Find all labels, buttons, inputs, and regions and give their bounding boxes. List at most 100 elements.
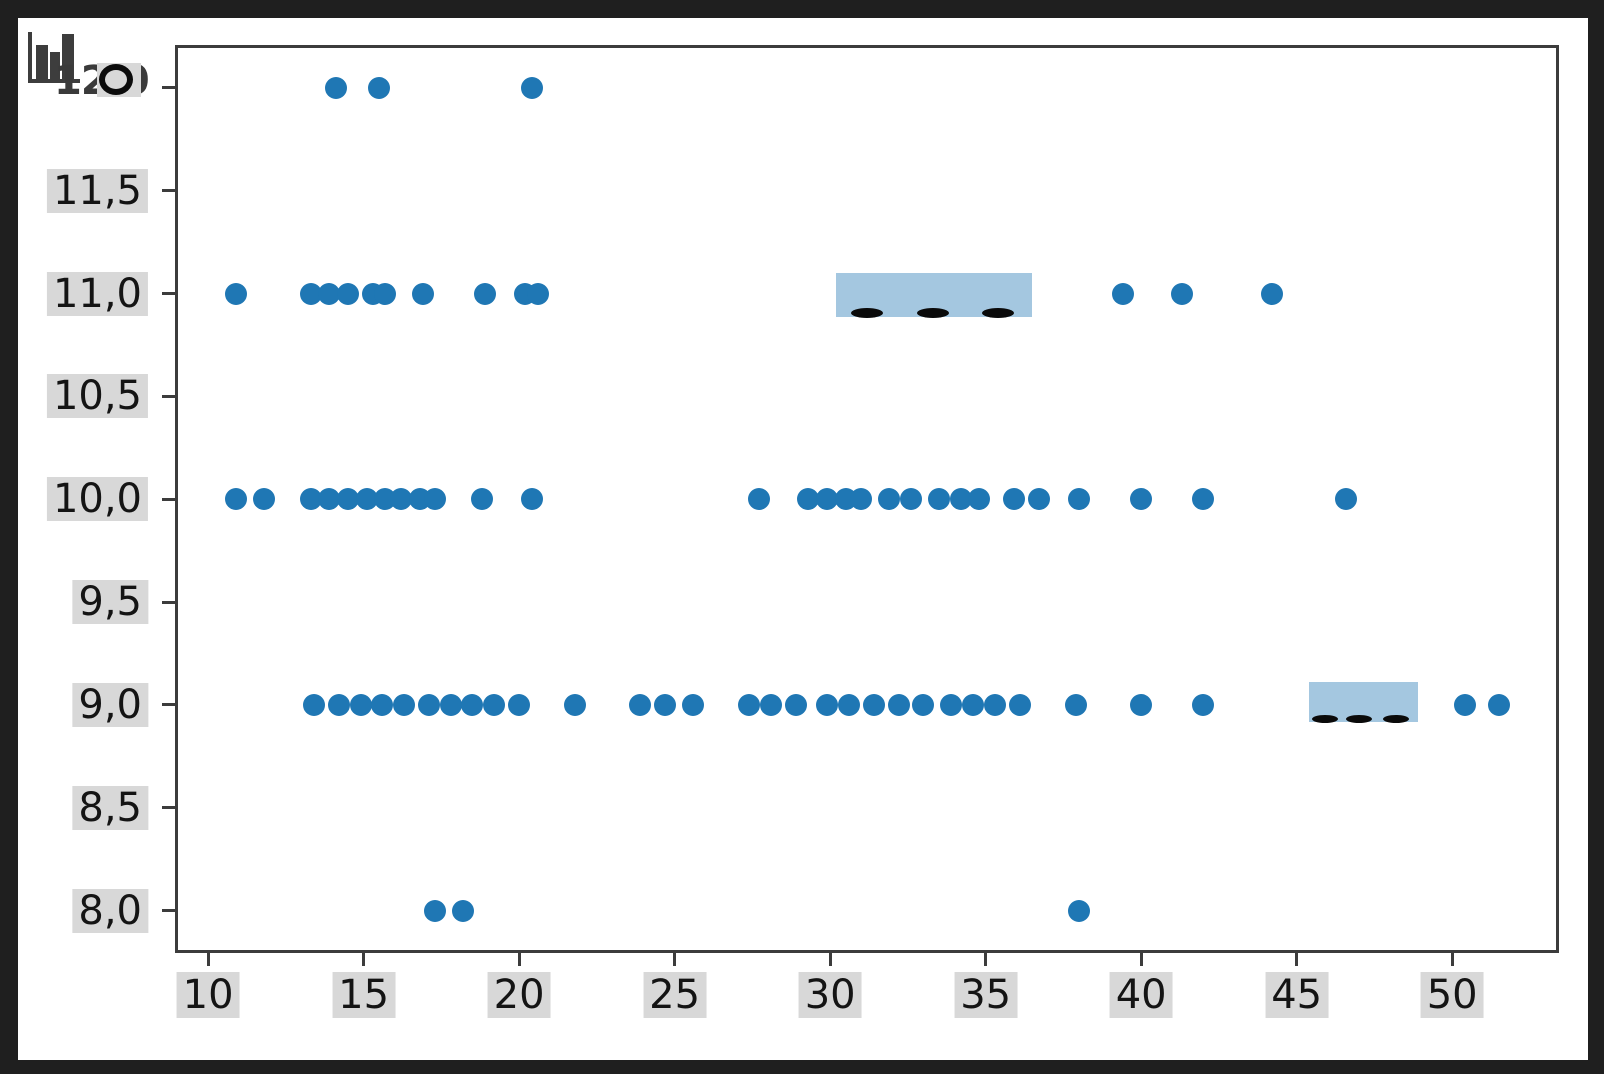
scatter-point (225, 282, 248, 305)
y-tick-mark (162, 292, 177, 296)
y-tick-mark (162, 394, 177, 398)
scatter-point (1130, 693, 1153, 716)
scatter-point (900, 488, 922, 511)
scatter-point (520, 488, 543, 511)
scatter-point (1192, 693, 1215, 716)
scatter-point (784, 693, 807, 716)
scatter-point (1335, 488, 1358, 511)
scatter-point (816, 693, 839, 716)
scatter-point (654, 693, 677, 716)
y-tick-mark (162, 189, 177, 193)
scatter-point (461, 693, 484, 716)
x-tick-label: 20 (487, 972, 551, 1018)
scatter-point (760, 693, 783, 716)
scatter-point (629, 693, 652, 716)
x-tick-mark (673, 951, 677, 966)
scatter-point (355, 488, 378, 511)
scatter-point (1130, 488, 1153, 511)
highlight-box (1309, 681, 1418, 723)
scatter-point (508, 693, 531, 716)
scatter-point (1260, 282, 1283, 305)
scatter-point (299, 488, 322, 511)
scatter-point (349, 693, 372, 716)
scatter-point (564, 693, 587, 716)
scatter-point (912, 693, 935, 716)
scatter-point (983, 693, 1006, 716)
scatter-point (1487, 693, 1510, 716)
scatter-point (747, 488, 770, 511)
scatter-point (949, 488, 972, 511)
scatter-point (1064, 693, 1087, 716)
x-tick-mark (206, 951, 210, 966)
scatter-point (1067, 488, 1090, 511)
plot-canvas: 12.0 10152025303540455011,511,010,510,09… (18, 18, 1588, 1060)
scatter-point (470, 488, 493, 511)
dash-mark (916, 308, 949, 319)
scatter-point (968, 488, 991, 511)
y-tick-label: 9,0 (72, 682, 148, 727)
scatter-point (299, 282, 322, 305)
scatter-point (483, 693, 506, 716)
x-tick-label: 35 (954, 972, 1018, 1018)
scatter-point (862, 693, 885, 716)
x-tick-label: 45 (1265, 972, 1329, 1018)
scatter-point (324, 76, 347, 99)
x-tick-label: 50 (1420, 972, 1484, 1018)
y-tick-label: 11,5 (46, 168, 148, 213)
scatter-point (1067, 899, 1090, 922)
scatter-point (1002, 488, 1025, 511)
y-tick-mark (162, 806, 177, 810)
x-tick-label: 15 (332, 972, 396, 1018)
x-tick-label: 40 (1109, 972, 1173, 1018)
y-tick-label: 8,0 (72, 888, 148, 933)
x-tick-mark (1139, 951, 1143, 966)
scatter-point (837, 693, 860, 716)
scatter-point (389, 488, 412, 511)
scatter-point (318, 488, 341, 511)
scatter-point (878, 488, 901, 511)
scatter-point (816, 488, 839, 511)
scatter-point (253, 488, 276, 511)
dash-mark (1383, 715, 1410, 724)
y-tick-mark (162, 497, 177, 501)
scatter-point (439, 693, 462, 716)
x-tick-mark (828, 951, 832, 966)
scatter-point (1111, 282, 1134, 305)
x-tick-mark (1450, 951, 1454, 966)
x-tick-mark (1295, 951, 1299, 966)
scatter-point (1453, 693, 1476, 716)
scatter-point (1008, 693, 1031, 716)
y-tick-mark (162, 703, 177, 707)
scatter-point (452, 899, 475, 922)
bar-chart-icon (28, 32, 80, 83)
scatter-point (682, 693, 705, 716)
y-tick-label: 8,5 (72, 785, 148, 830)
scatter-point (368, 76, 391, 99)
scatter-point (225, 488, 248, 511)
scatter-point (302, 693, 325, 716)
scatter-point (374, 282, 397, 305)
scatter-point (887, 693, 910, 716)
y-tick-mark (162, 86, 177, 90)
scatter-point (1192, 488, 1215, 511)
scatter-point (371, 693, 394, 716)
y-tick-label: 10,5 (46, 374, 148, 419)
scatter-point (473, 282, 496, 305)
scatter-point (520, 76, 543, 99)
y-tick-mark (162, 909, 177, 913)
y-tick-label: 9,5 (72, 580, 148, 625)
x-tick-mark (984, 951, 988, 966)
scatter-point (738, 693, 761, 716)
scatter-point (424, 899, 447, 922)
scatter-point (962, 693, 985, 716)
scatter-point (1170, 282, 1193, 305)
dash-mark (1311, 715, 1338, 724)
y-tick-label: 11,0 (46, 271, 148, 316)
scatter-point (393, 693, 416, 716)
y-tick-mark (162, 600, 177, 604)
scatter-point (337, 488, 360, 511)
scatter-point (526, 282, 549, 305)
x-tick-label: 30 (798, 972, 862, 1018)
dash-mark (851, 308, 884, 319)
